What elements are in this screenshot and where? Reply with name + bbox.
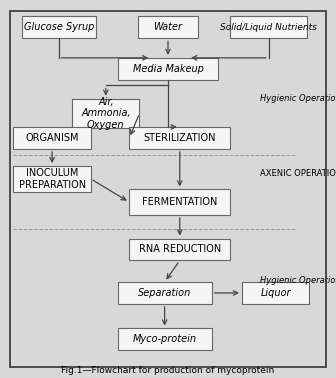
Text: Air,
Ammonia,
Oxygen: Air, Ammonia, Oxygen bbox=[81, 97, 131, 130]
FancyBboxPatch shape bbox=[118, 328, 212, 350]
Text: STERILIZATION: STERILIZATION bbox=[143, 133, 216, 143]
FancyBboxPatch shape bbox=[138, 16, 198, 38]
FancyBboxPatch shape bbox=[22, 16, 96, 38]
FancyBboxPatch shape bbox=[13, 127, 91, 149]
Text: ORGANISM: ORGANISM bbox=[25, 133, 79, 143]
FancyBboxPatch shape bbox=[242, 282, 309, 304]
Text: Solid/Liquid Nutrients: Solid/Liquid Nutrients bbox=[220, 23, 317, 32]
FancyBboxPatch shape bbox=[129, 189, 230, 215]
Text: INOCULUM
PREPARATION: INOCULUM PREPARATION bbox=[18, 168, 86, 190]
Text: Fig.1—Flowchart for production of mycoprotein: Fig.1—Flowchart for production of mycopr… bbox=[61, 366, 275, 375]
FancyBboxPatch shape bbox=[13, 166, 91, 192]
FancyBboxPatch shape bbox=[129, 239, 230, 260]
FancyBboxPatch shape bbox=[72, 99, 139, 128]
FancyBboxPatch shape bbox=[230, 16, 307, 38]
Text: Water: Water bbox=[154, 22, 182, 32]
Text: AXENIC OPERATION: AXENIC OPERATION bbox=[260, 169, 336, 178]
Text: Media Makeup: Media Makeup bbox=[133, 64, 203, 74]
FancyBboxPatch shape bbox=[118, 58, 218, 80]
Text: FERMENTATION: FERMENTATION bbox=[142, 197, 217, 207]
Text: Hygienic Operation: Hygienic Operation bbox=[260, 276, 336, 285]
Text: Separation: Separation bbox=[138, 288, 191, 298]
Text: Hygienic Operation: Hygienic Operation bbox=[260, 94, 336, 103]
Text: Myco-protein: Myco-protein bbox=[133, 335, 197, 344]
FancyBboxPatch shape bbox=[118, 282, 212, 304]
Text: Glucose Syrup: Glucose Syrup bbox=[24, 22, 94, 32]
Text: RNA REDUCTION: RNA REDUCTION bbox=[139, 245, 221, 254]
FancyBboxPatch shape bbox=[129, 127, 230, 149]
Text: Liquor: Liquor bbox=[260, 288, 291, 298]
